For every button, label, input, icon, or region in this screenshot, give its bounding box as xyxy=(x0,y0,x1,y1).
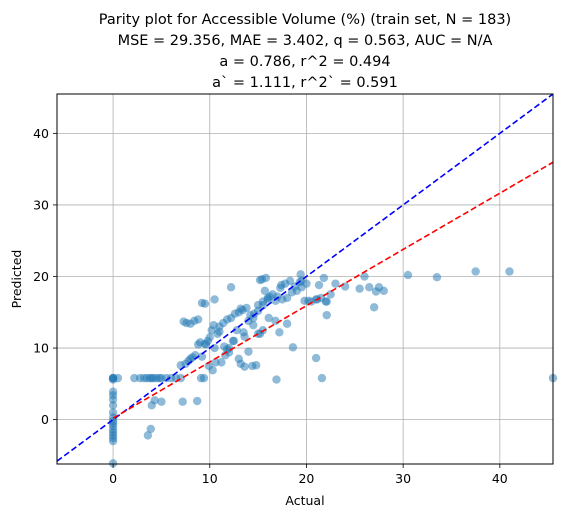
data-point xyxy=(197,352,207,361)
data-point xyxy=(505,267,514,276)
data-point xyxy=(229,336,239,346)
data-point xyxy=(340,282,350,291)
data-point xyxy=(236,304,245,313)
scatter-points xyxy=(108,267,558,468)
data-point xyxy=(146,424,155,434)
data-point xyxy=(234,354,243,363)
data-point xyxy=(311,353,321,363)
data-point xyxy=(471,267,480,276)
data-point xyxy=(179,317,188,326)
x-tick-label: 40 xyxy=(492,471,508,486)
data-point xyxy=(222,345,232,354)
data-point xyxy=(108,401,118,410)
y-tick-label: 0 xyxy=(41,412,49,427)
data-point xyxy=(193,315,203,324)
data-point xyxy=(249,320,258,330)
data-point xyxy=(296,270,305,279)
x-tick-label: 20 xyxy=(298,471,314,486)
x-tick-label: 10 xyxy=(202,471,218,486)
data-point xyxy=(314,280,324,290)
data-point xyxy=(365,283,374,292)
data-point xyxy=(210,343,219,353)
data-point xyxy=(192,396,202,406)
data-point xyxy=(208,366,217,375)
y-tick-label: 40 xyxy=(33,126,49,141)
data-point xyxy=(282,319,292,328)
data-point xyxy=(217,358,226,367)
data-point xyxy=(360,272,369,281)
data-point xyxy=(282,293,292,303)
y-axis-label: Predicted xyxy=(9,250,24,309)
data-point xyxy=(369,303,379,312)
x-tick-label: 0 xyxy=(109,471,117,486)
data-point xyxy=(130,373,139,383)
data-point xyxy=(150,396,159,405)
data-point xyxy=(205,333,214,342)
data-point xyxy=(319,273,329,283)
data-point xyxy=(239,328,248,337)
data-point xyxy=(211,358,220,367)
data-point xyxy=(226,283,236,292)
data-point xyxy=(255,275,265,285)
data-point xyxy=(272,375,281,384)
chart-title-line-4: a` = 1.111, r^2` = 0.591 xyxy=(212,75,398,91)
data-point xyxy=(232,325,242,335)
data-point xyxy=(326,290,335,299)
data-point xyxy=(108,459,118,468)
data-point xyxy=(285,276,295,285)
data-point xyxy=(355,284,364,293)
chart-title-line-2: MSE = 29.356, MAE = 3.402, q = 0.563, AU… xyxy=(118,33,493,49)
data-point xyxy=(244,347,253,356)
data-point xyxy=(108,419,118,428)
data-point xyxy=(178,397,187,406)
data-point xyxy=(317,373,327,383)
data-point xyxy=(113,373,123,383)
reference-lines xyxy=(56,93,554,462)
data-point xyxy=(200,299,210,308)
data-point xyxy=(199,373,209,383)
data-point xyxy=(432,273,442,282)
y-tick-label: 20 xyxy=(33,269,49,284)
y-tick-label: 10 xyxy=(33,341,49,356)
data-point xyxy=(157,397,166,406)
chart-title-line-1: Parity plot for Accessible Volume (%) (t… xyxy=(99,12,511,28)
data-point xyxy=(240,362,249,371)
data-point xyxy=(379,286,388,296)
data-point xyxy=(300,296,309,306)
fit-line xyxy=(112,161,554,419)
data-point xyxy=(275,328,284,337)
data-point xyxy=(210,295,219,304)
data-point xyxy=(403,270,413,280)
data-point xyxy=(201,340,211,349)
chart-title-line-3: a = 0.786, r^2 = 0.494 xyxy=(219,54,390,70)
data-point xyxy=(322,310,331,320)
identity-line xyxy=(56,93,554,462)
y-tick-label: 30 xyxy=(33,197,49,212)
x-tick-label: 30 xyxy=(395,471,411,486)
data-point xyxy=(143,431,153,440)
axis-ticks: 0 10 20 30 40 0 10 20 30 40 xyxy=(33,126,508,486)
data-point xyxy=(260,286,270,296)
data-point xyxy=(108,436,118,446)
data-point xyxy=(331,279,340,288)
data-point xyxy=(371,287,381,296)
x-axis-label: Actual xyxy=(285,493,324,508)
data-point xyxy=(265,292,274,301)
data-point xyxy=(209,320,218,330)
data-point xyxy=(264,313,273,323)
data-point xyxy=(249,313,258,323)
data-point xyxy=(288,343,298,352)
grid-lines xyxy=(57,94,553,464)
data-point xyxy=(322,297,331,306)
data-point xyxy=(251,361,261,370)
data-point xyxy=(277,280,286,290)
plot-frame xyxy=(56,93,554,465)
